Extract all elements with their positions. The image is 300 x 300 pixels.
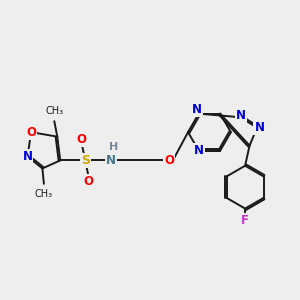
Text: N: N	[192, 103, 202, 116]
Text: O: O	[84, 175, 94, 188]
Text: N: N	[236, 109, 246, 122]
Text: N: N	[194, 144, 204, 157]
Text: O: O	[164, 154, 174, 167]
Text: S: S	[81, 154, 90, 167]
Text: CH₃: CH₃	[45, 106, 63, 116]
Text: H: H	[109, 142, 118, 152]
Text: N: N	[22, 150, 32, 163]
Text: O: O	[26, 126, 36, 139]
Text: CH₃: CH₃	[35, 189, 53, 199]
Text: N: N	[106, 154, 116, 167]
Text: O: O	[76, 133, 87, 146]
Text: N: N	[254, 121, 264, 134]
Text: F: F	[241, 214, 249, 227]
